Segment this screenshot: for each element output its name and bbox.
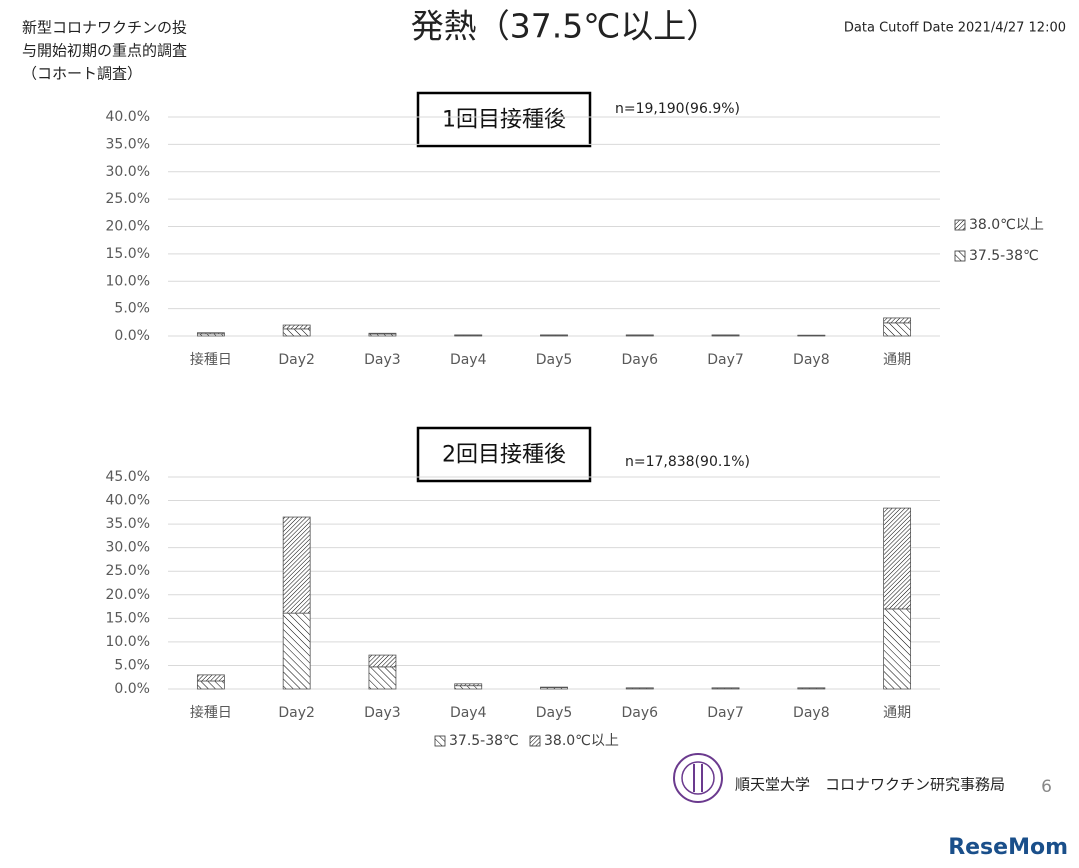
bar-segment — [454, 685, 483, 690]
y-tick-label: 10.0% — [106, 634, 150, 650]
chart-title: 2回目接種後 — [442, 443, 566, 468]
bar-segment — [196, 332, 225, 335]
bar-segment — [196, 674, 225, 682]
cutoff-date: Data Cutoff Date 2021/4/27 12:00 — [844, 21, 1066, 36]
x-tick-label: Day4 — [450, 705, 487, 721]
header-note: 新型コロナワクチンの投 — [22, 19, 187, 37]
university-logo — [673, 753, 723, 803]
y-tick-label: 45.0% — [106, 469, 150, 485]
y-tick-label: 25.0% — [106, 563, 150, 579]
y-tick-label: 0.0% — [114, 328, 150, 344]
y-tick-label: 30.0% — [106, 540, 150, 556]
x-tick-label: Day8 — [793, 352, 830, 368]
y-tick-label: 20.0% — [106, 219, 150, 235]
x-tick-label: Day2 — [278, 705, 315, 721]
y-tick-label: 30.0% — [106, 164, 150, 180]
bar-segment — [368, 654, 397, 668]
slide-title: 発熱（37.5℃以上） — [411, 7, 720, 46]
header-note: （コホート調査） — [22, 65, 142, 83]
x-tick-label: Day8 — [793, 705, 830, 721]
y-tick-label: 20.0% — [106, 587, 150, 603]
bar-segment — [282, 516, 311, 614]
chart-title: 1回目接種後 — [442, 108, 566, 133]
y-tick-label: 40.0% — [106, 109, 150, 125]
x-tick-label: Day7 — [707, 705, 744, 721]
bar-segment — [883, 322, 912, 337]
x-tick-label: Day4 — [450, 352, 487, 368]
y-tick-label: 5.0% — [114, 301, 150, 317]
header-note: 与開始初期の重点的調査 — [22, 42, 187, 60]
bar-segment — [282, 324, 311, 330]
x-tick-label: Day3 — [364, 352, 401, 368]
bar-segment — [282, 612, 311, 690]
bar-segment — [368, 666, 397, 690]
x-tick-label: Day5 — [536, 352, 573, 368]
title-box — [416, 426, 592, 483]
legend-label: 37.5-38℃ — [449, 733, 519, 749]
legend-swatch — [954, 219, 966, 231]
bar-segment — [454, 683, 483, 687]
y-tick-label: 5.0% — [114, 657, 150, 673]
x-tick-label: 通期 — [883, 352, 911, 368]
x-tick-label: Day5 — [536, 705, 573, 721]
y-tick-label: 25.0% — [106, 191, 150, 207]
watermark: ReseMom — [948, 835, 1068, 860]
legend-swatch — [529, 735, 541, 747]
y-tick-label: 35.0% — [106, 516, 150, 532]
x-tick-label: Day6 — [621, 705, 658, 721]
legend-swatch — [434, 735, 446, 747]
title-box — [416, 91, 592, 148]
y-tick-label: 0.0% — [114, 681, 150, 697]
bar-segment — [883, 317, 912, 324]
legend-swatch — [954, 250, 966, 262]
bar-segment — [282, 328, 311, 337]
x-tick-label: 通期 — [883, 705, 911, 721]
bar-segment — [883, 507, 912, 610]
bar-segment — [368, 332, 397, 335]
y-tick-label: 15.0% — [106, 246, 150, 262]
footer-org: 順天堂大学 コロナワクチン研究事務局 — [735, 776, 1005, 794]
y-tick-label: 40.0% — [106, 493, 150, 509]
bar-segment — [196, 680, 225, 690]
y-tick-label: 35.0% — [106, 136, 150, 152]
x-tick-label: Day7 — [707, 352, 744, 368]
legend-label: 37.5-38℃ — [969, 248, 1039, 264]
x-tick-label: Day6 — [621, 352, 658, 368]
y-tick-label: 15.0% — [106, 610, 150, 626]
y-tick-label: 10.0% — [106, 273, 150, 289]
x-tick-label: Day3 — [364, 705, 401, 721]
sample-size: n=17,838(90.1%) — [625, 454, 750, 470]
legend-label: 38.0℃以上 — [969, 217, 1044, 233]
bar-segment — [883, 608, 912, 690]
x-tick-label: Day2 — [278, 352, 315, 368]
page-number: 6 — [1041, 777, 1052, 797]
legend-label: 38.0℃以上 — [544, 733, 619, 749]
sample-size: n=19,190(96.9%) — [615, 101, 740, 117]
x-tick-label: 接種日 — [190, 351, 232, 368]
x-tick-label: 接種日 — [190, 704, 232, 721]
